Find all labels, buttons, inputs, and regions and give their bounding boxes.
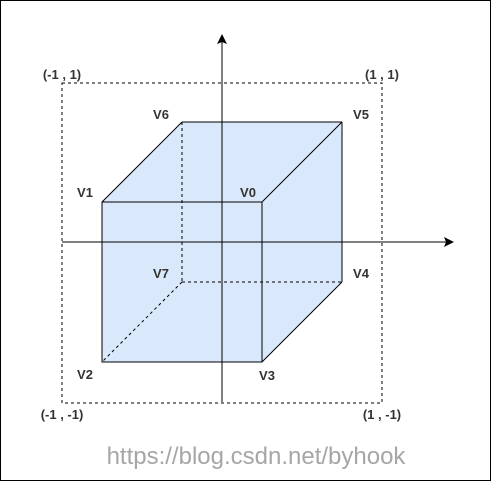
vertex-label-v3: V3 bbox=[259, 368, 275, 383]
corner-label-bottom-left: (-1 , -1) bbox=[41, 407, 84, 422]
corner-label-bottom-right: (1 , -1) bbox=[363, 407, 401, 422]
vertex-label-v4: V4 bbox=[353, 266, 370, 281]
corner-label-top-right: (1 , 1) bbox=[365, 67, 399, 82]
watermark-url: https://blog.csdn.net/byhook bbox=[107, 443, 407, 470]
hidden-edge-v7-v2 bbox=[101, 281, 183, 363]
edge-v0-v5 bbox=[261, 121, 343, 203]
vertex-label-v0: V0 bbox=[240, 185, 256, 200]
ndc-bounds-square bbox=[61, 82, 383, 404]
vertex-label-v1: V1 bbox=[77, 185, 93, 200]
cube-front-face bbox=[101, 201, 263, 363]
vertex-label-v6: V6 bbox=[153, 107, 169, 122]
corner-label-top-left: (-1 , 1) bbox=[43, 67, 81, 82]
vertex-label-v5: V5 bbox=[353, 107, 369, 122]
vertex-label-v7: V7 bbox=[153, 266, 169, 281]
edge-v4-v3 bbox=[261, 281, 343, 363]
vertex-label-v2: V2 bbox=[77, 367, 93, 382]
edge-v1-v6 bbox=[101, 121, 183, 203]
